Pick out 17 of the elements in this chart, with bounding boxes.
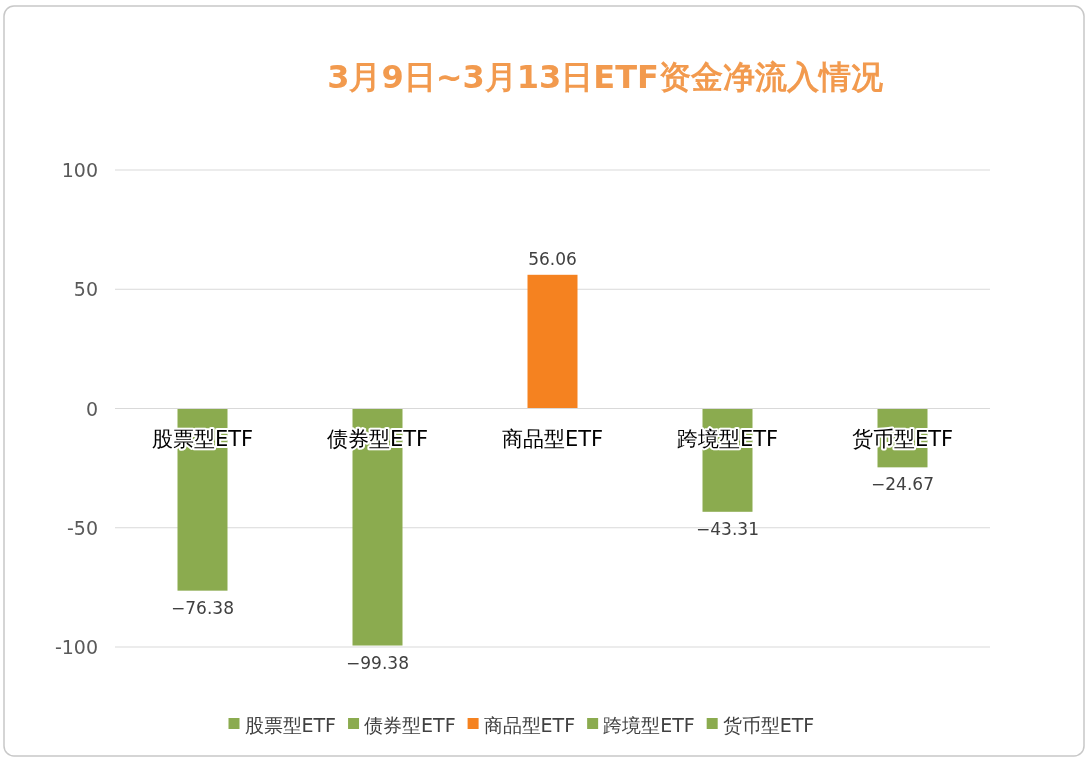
data-label: −76.38 bbox=[171, 597, 234, 618]
y-tick-label: 50 bbox=[73, 278, 98, 301]
legend-label: 股票型ETF bbox=[244, 714, 337, 736]
data-label: −43.31 bbox=[696, 518, 759, 539]
data-label: −24.67 bbox=[871, 474, 934, 495]
data-label: −99.38 bbox=[346, 652, 409, 673]
y-tick-label: 0 bbox=[85, 397, 98, 420]
y-tick-label: -100 bbox=[54, 636, 98, 658]
legend-label: 债券型ETF bbox=[364, 714, 456, 736]
x-tick-label: 商品型ETF bbox=[501, 427, 604, 451]
data-label: 56.06 bbox=[528, 248, 577, 269]
y-tick-label: -50 bbox=[66, 516, 98, 539]
chart-title: 3月9日~3月13日ETF资金净流入情况 bbox=[327, 58, 884, 96]
legend-label: 商品型ETF bbox=[483, 714, 576, 736]
legend-label: 货币型ETF bbox=[722, 714, 815, 736]
legend-label: 跨境型ETF bbox=[603, 714, 695, 736]
y-tick-label: 100 bbox=[61, 159, 98, 181]
